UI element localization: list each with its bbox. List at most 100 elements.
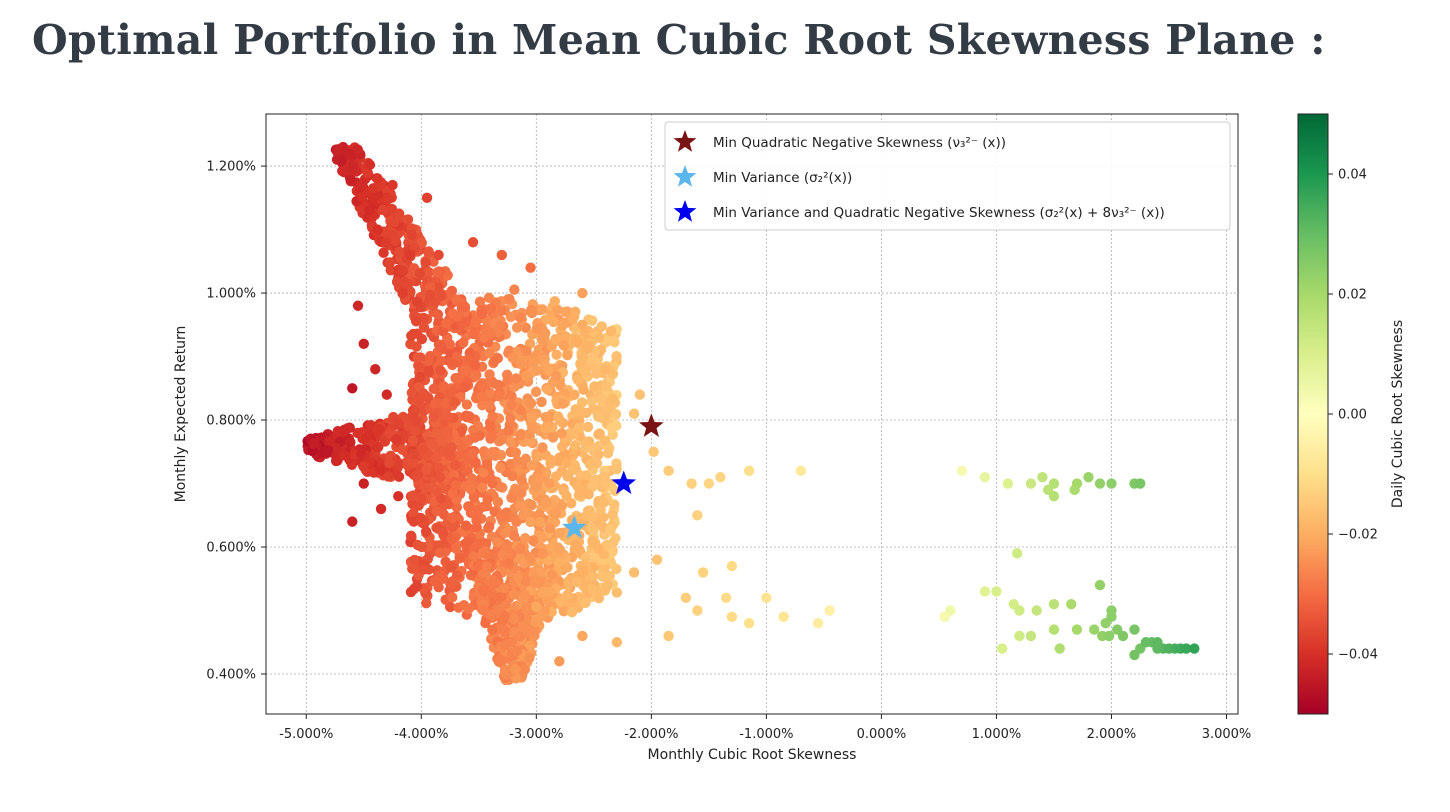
y-axis: 0.400% 0.600% 0.800% 1.000% 1.200% [206,160,266,683]
scatter-point [464,411,475,422]
scatter-point [505,311,517,323]
scatter-point [578,384,589,395]
legend-star-icon [673,165,697,187]
scatter-point [462,536,474,547]
scatter-point [500,639,511,651]
scatter-point [445,562,457,573]
scatter-point [407,490,419,501]
scatter-point [415,512,426,524]
scatter-point [587,583,598,595]
scatter-point [463,501,474,512]
scatter-point [416,237,427,249]
scatter-point [461,316,472,327]
scatter-point [477,482,488,493]
scatter-point [337,427,349,438]
scatter-point [680,592,692,604]
scatter-point [611,350,622,362]
scatter-point [364,205,375,216]
scatter-point [512,455,523,467]
scatter-point [437,436,448,447]
scatter-point [1181,643,1192,654]
scatter-point [352,300,364,311]
scatter-point [600,582,612,594]
scatter-point [520,322,531,333]
legend-label: Min Quadratic Negative Skewness (ν₃²⁻ (x… [713,135,1006,151]
scatter-point [520,576,532,587]
scatter-point [554,544,566,556]
scatter-point [481,324,492,336]
scatter-point [477,399,488,411]
scatter-point [422,451,434,462]
scatter-point [405,530,417,542]
scatter-point [420,526,432,537]
scatter-point [1135,478,1146,489]
scatter-point [416,541,428,553]
scatter-point [587,353,598,364]
colorbar: −0.04 −0.02 0.00 0.02 0.04 [1297,113,1378,715]
scatter-point [466,473,477,484]
scatter-point [587,315,598,326]
scatter-point [451,294,462,305]
scatter-point [534,509,545,520]
x-tick-label: -3.000% [509,727,563,742]
scatter-point [1048,624,1060,635]
scatter-point [381,389,392,400]
scatter-point [433,462,445,474]
scatter-point [478,467,489,478]
scatter-point [582,342,593,354]
scatter-point [575,470,586,481]
scatter-point [537,304,548,315]
optimal-portfolio-markers [561,413,664,539]
scatter-point [384,428,395,439]
scatter-point [592,410,604,422]
y-tick-label: 0.800% [206,414,256,429]
scatter-point [381,227,392,238]
scatter-point [593,592,605,604]
scatter-point [445,450,456,461]
scatter-point [533,451,544,462]
scatter-point [506,390,517,402]
scatter-point [599,471,610,483]
scatter-point [1106,478,1117,489]
optimal-star-marker [638,413,664,437]
scatter-point [544,586,555,598]
scatter-point [438,381,449,392]
scatter-point [480,617,491,629]
scatter-point [726,560,738,572]
scatter-point [482,493,493,505]
scatter-point [452,311,463,322]
scatter-point [554,527,565,539]
scatter-point [996,643,1008,654]
scatter-point [597,571,608,582]
scatter-point [566,606,578,618]
legend-star-icon [673,200,697,222]
scatter-point [496,305,507,316]
scatter-point [596,321,608,332]
scatter-point [446,386,458,397]
scatter-point [378,247,389,258]
scatter-point [726,611,738,623]
scatter-point [521,602,532,613]
scatter-point [338,450,349,461]
plot-frame [265,113,1239,715]
scatter-point [703,478,715,489]
x-tick-label: -1.000% [739,727,793,742]
scatter-point [413,360,424,371]
scatter-point [465,484,476,495]
y-tick-label: 1.000% [206,287,256,302]
scatter-point [590,474,601,486]
scatter-point [550,370,562,382]
scatter-point [518,509,529,521]
scatter-point [577,407,588,418]
scatter-point [470,457,481,468]
scatter-point [1094,579,1106,591]
scatter-point [476,391,488,403]
scatter-point [608,537,619,548]
scatter-point [651,554,663,565]
colorbar-title: Daily Cubic Root Skewness [1390,320,1406,508]
scatter-point [308,438,319,449]
scatter-point [558,606,570,617]
scatter-point [450,480,461,491]
scatter-point [407,456,419,468]
